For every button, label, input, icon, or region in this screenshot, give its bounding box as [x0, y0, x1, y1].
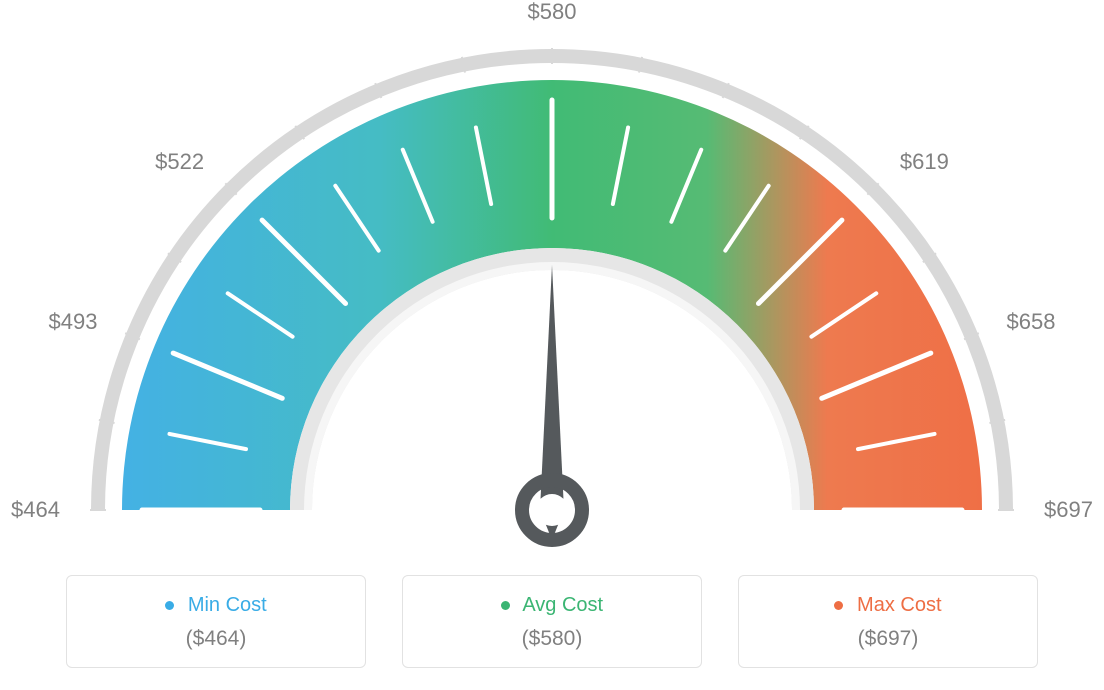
gauge-tick-label: $697: [1044, 497, 1093, 523]
card-max-title-text: Max Cost: [857, 594, 941, 616]
dot-icon: [501, 601, 510, 610]
gauge-tick-label: $580: [528, 0, 577, 25]
card-max-cost: Max Cost ($697): [738, 575, 1038, 668]
gauge-svg: [32, 30, 1072, 570]
card-avg-value: ($580): [413, 627, 691, 651]
card-avg-title-text: Avg Cost: [522, 594, 603, 616]
card-avg-title: Avg Cost: [413, 594, 691, 617]
card-min-title: Min Cost: [77, 594, 355, 617]
gauge-tick-label: $658: [1007, 309, 1056, 335]
card-min-value: ($464): [77, 627, 355, 651]
gauge-tick-label: $619: [900, 149, 949, 175]
dot-icon: [834, 601, 843, 610]
legend-row: Min Cost ($464) Avg Cost ($580) Max Cost…: [0, 575, 1104, 668]
card-avg-cost: Avg Cost ($580): [402, 575, 702, 668]
cost-gauge: $464$493$522$580$619$658$697: [32, 30, 1072, 550]
card-max-value: ($697): [749, 627, 1027, 651]
gauge-tick-label: $522: [155, 149, 204, 175]
card-min-cost: Min Cost ($464): [66, 575, 366, 668]
card-max-title: Max Cost: [749, 594, 1027, 617]
gauge-tick-label: $464: [11, 497, 60, 523]
dot-icon: [165, 601, 174, 610]
gauge-tick-label: $493: [48, 309, 97, 335]
card-min-title-text: Min Cost: [188, 594, 267, 616]
